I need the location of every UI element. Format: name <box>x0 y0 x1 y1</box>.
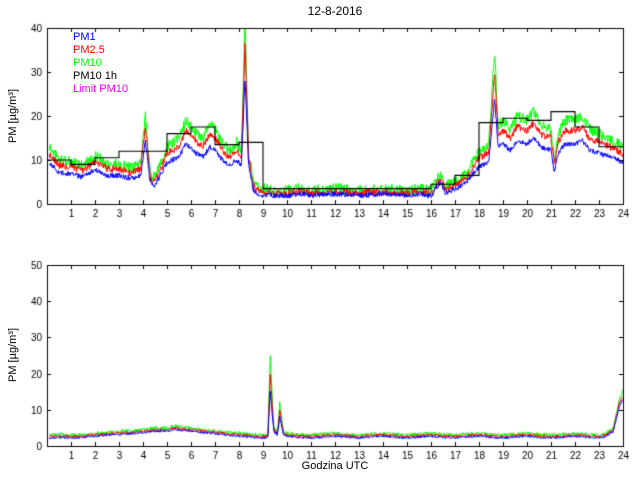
figure-title: 12-8-2016 <box>307 4 363 18</box>
legend: PM1 PM2.5 PM10 PM10 1h Limit PM10 <box>73 31 128 96</box>
top-chart-ylabel: PM [µg/m³] <box>7 88 19 144</box>
legend-item-pm10-1h: PM10 1h <box>73 70 118 82</box>
legend-item-pm1: PM1 <box>73 31 96 43</box>
bottom-chart-xlabel: Godzina UTC <box>301 460 369 472</box>
legend-item-limit-pm10: Limit PM10 <box>73 83 129 95</box>
bottom-chart-ylabel: PM [µg/m³] <box>7 327 19 383</box>
legend-item-pm2.5: PM2.5 <box>73 44 105 56</box>
legend-item-pm10: PM10 <box>73 57 102 69</box>
